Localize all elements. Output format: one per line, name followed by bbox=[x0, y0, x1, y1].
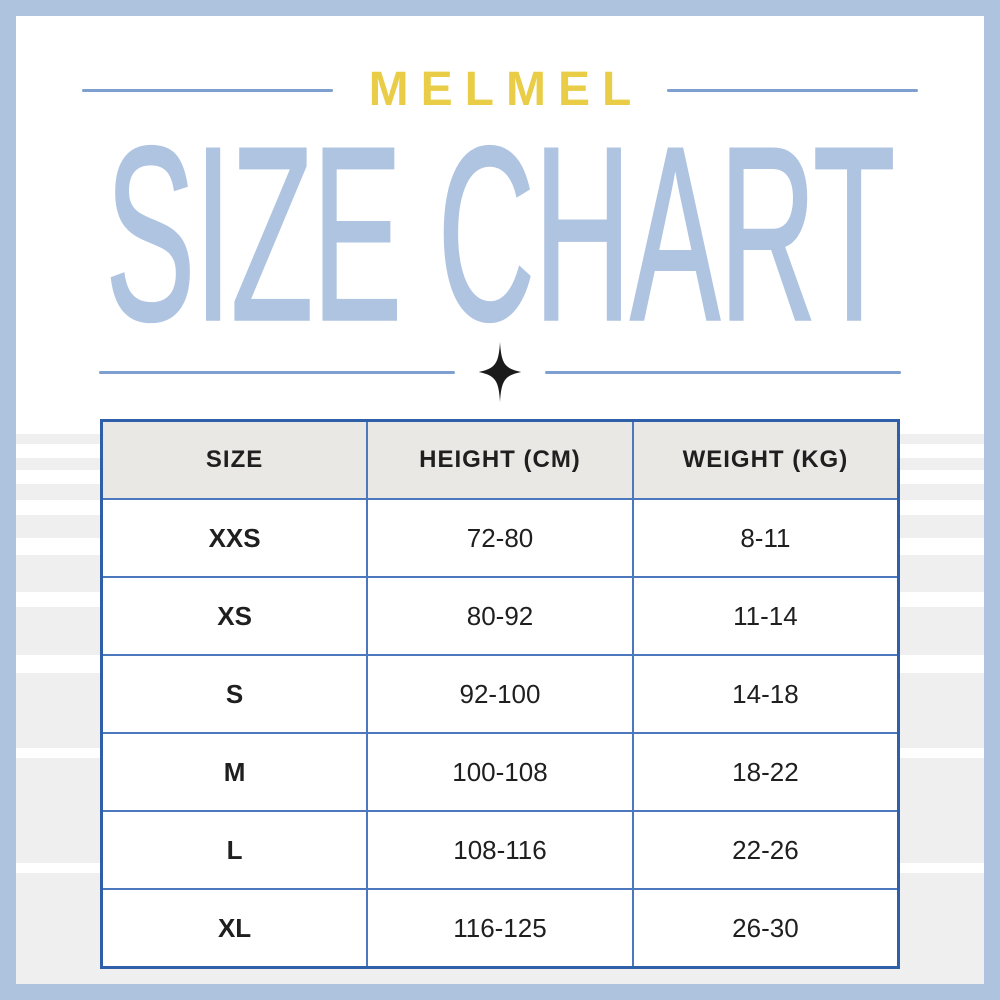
table-row: L 108-116 22-26 bbox=[100, 810, 900, 890]
divider-line-left bbox=[99, 370, 455, 374]
brand-divider-right bbox=[667, 88, 919, 92]
size-cell: XL bbox=[100, 888, 369, 969]
weight-cell: 18-22 bbox=[631, 732, 900, 812]
table-row: XL 116-125 26-30 bbox=[100, 888, 900, 969]
poster-panel: MELMEL SIZE CHART SIZE HEIGHT (CM) WEIGH… bbox=[16, 16, 984, 984]
page-title: SIZE CHART bbox=[105, 95, 896, 372]
height-cell: 92-100 bbox=[366, 654, 634, 734]
section-divider bbox=[16, 340, 984, 404]
weight-cell: 11-14 bbox=[631, 576, 900, 656]
size-cell: S bbox=[100, 654, 369, 734]
weight-cell: 8-11 bbox=[631, 498, 900, 578]
column-header-height: HEIGHT (CM) bbox=[366, 419, 634, 500]
size-cell: M bbox=[100, 732, 369, 812]
table-row: XXS 72-80 8-11 bbox=[100, 498, 900, 578]
brand-name: MELMEL bbox=[368, 63, 644, 116]
weight-cell: 22-26 bbox=[631, 810, 900, 890]
size-cell: L bbox=[100, 810, 369, 890]
table-row: XS 80-92 11-14 bbox=[100, 576, 900, 656]
height-cell: 116-125 bbox=[366, 888, 634, 969]
table-row: S 92-100 14-18 bbox=[100, 654, 900, 734]
column-header-weight: WEIGHT (KG) bbox=[631, 419, 900, 500]
height-cell: 80-92 bbox=[366, 576, 634, 656]
column-header-size: SIZE bbox=[100, 419, 369, 500]
brand-divider-left bbox=[81, 88, 333, 92]
height-cell: 72-80 bbox=[366, 498, 634, 578]
weight-cell: 26-30 bbox=[631, 888, 900, 969]
size-table: SIZE HEIGHT (CM) WEIGHT (KG) XXS 72-80 8… bbox=[100, 419, 900, 969]
height-cell: 108-116 bbox=[366, 810, 634, 890]
size-cell: XXS bbox=[100, 498, 369, 578]
height-cell: 100-108 bbox=[366, 732, 634, 812]
sparkle-icon bbox=[478, 341, 522, 403]
table-header-row: SIZE HEIGHT (CM) WEIGHT (KG) bbox=[100, 419, 900, 500]
brand-row: MELMEL bbox=[16, 64, 984, 116]
divider-line-right bbox=[545, 370, 901, 374]
table-row: M 100-108 18-22 bbox=[100, 732, 900, 812]
title-row: SIZE CHART bbox=[16, 108, 984, 359]
size-cell: XS bbox=[100, 576, 369, 656]
weight-cell: 14-18 bbox=[631, 654, 900, 734]
